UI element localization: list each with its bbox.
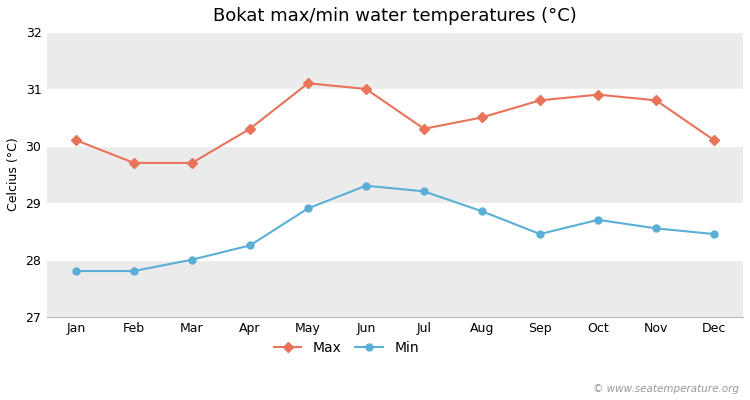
Title: Bokat max/min water temperatures (°C): Bokat max/min water temperatures (°C) [213, 7, 577, 25]
Bar [47, 32, 743, 89]
Bar [47, 89, 743, 146]
Legend: Max, Min: Max, Min [268, 336, 424, 361]
Y-axis label: Celcius (°C): Celcius (°C) [7, 138, 20, 211]
Bar [47, 203, 743, 260]
Bar [47, 260, 743, 316]
Bar [47, 146, 743, 203]
Text: © www.seatemperature.org: © www.seatemperature.org [592, 384, 739, 394]
